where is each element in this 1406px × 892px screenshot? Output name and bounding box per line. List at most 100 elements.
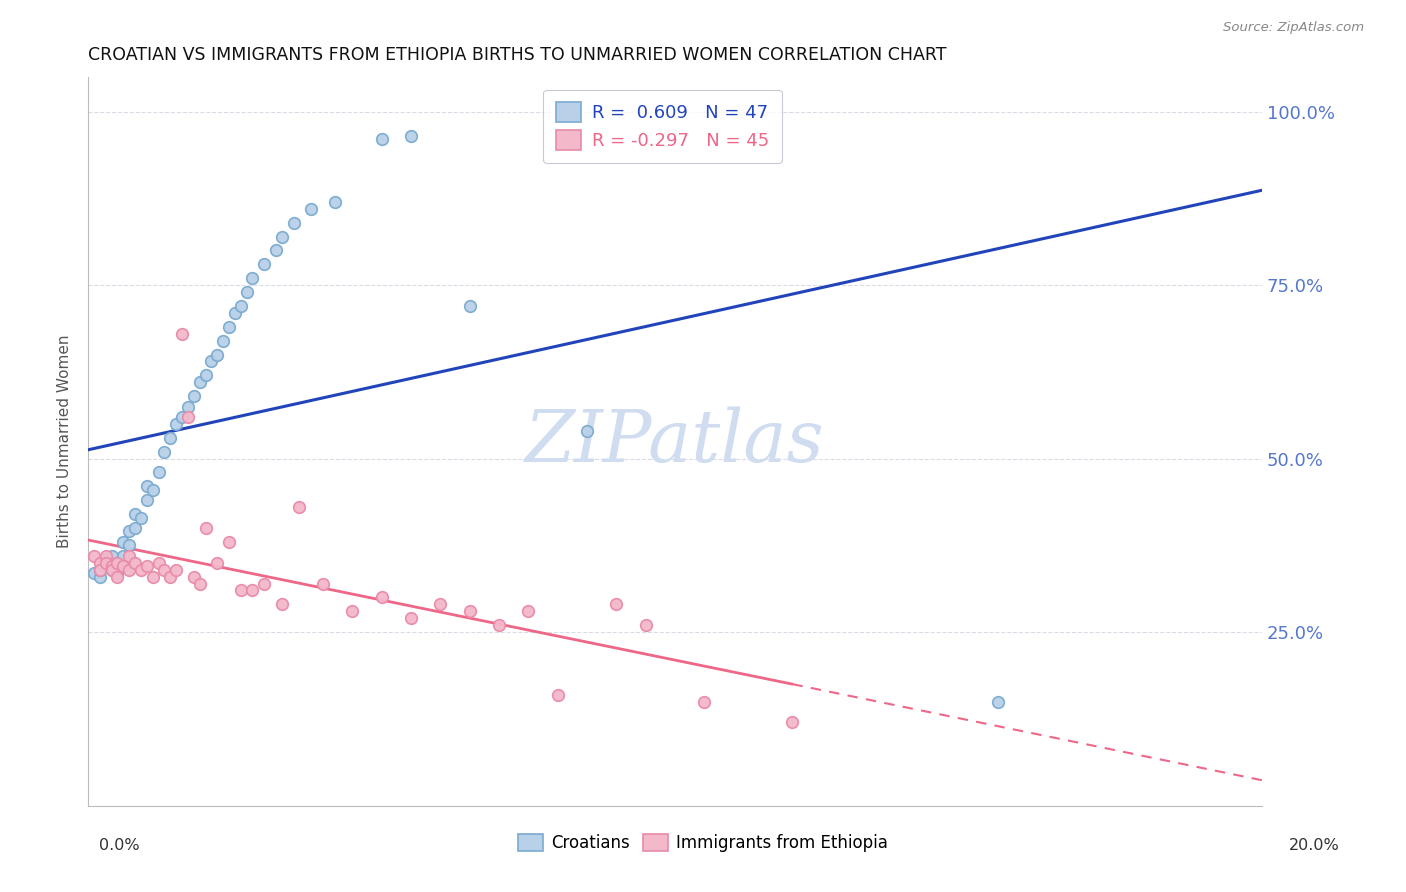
Point (107, 556, 129, 570)
Point (177, 409, 200, 424)
Point (135, 493, 157, 508)
Point (229, 583, 252, 598)
Point (118, 563, 141, 577)
Point (270, 229, 292, 244)
Text: Source: ZipAtlas.com: Source: ZipAtlas.com (1223, 21, 1364, 34)
Point (142, 569, 165, 583)
Point (89, 563, 111, 577)
Point (987, 694, 1010, 708)
Point (83, 549, 105, 563)
Point (89, 556, 111, 570)
Point (264, 244, 287, 258)
Text: 0.0%: 0.0% (100, 838, 139, 853)
Point (148, 556, 170, 570)
Point (212, 334, 235, 348)
Point (153, 563, 176, 577)
Point (200, 354, 222, 368)
Point (183, 569, 205, 583)
Point (488, 618, 510, 632)
Point (399, 611, 422, 625)
Point (288, 500, 311, 515)
Point (605, 598, 627, 612)
Y-axis label: Births to Unmarried Women: Births to Unmarried Women (58, 334, 72, 548)
Point (112, 549, 135, 563)
Point (148, 466, 170, 480)
Point (112, 559, 135, 574)
Point (107, 566, 129, 581)
Point (194, 521, 217, 535)
Point (159, 431, 181, 445)
Point (229, 299, 252, 313)
Point (112, 535, 135, 549)
Point (107, 556, 129, 570)
Point (124, 521, 146, 535)
Legend: Croatians, Immigrants from Ethiopia: Croatians, Immigrants from Ethiopia (510, 827, 896, 859)
Point (183, 389, 205, 403)
Point (94, 549, 117, 563)
Point (124, 556, 146, 570)
Point (142, 483, 165, 497)
Point (312, 576, 335, 591)
Point (342, 604, 364, 618)
Point (124, 507, 146, 521)
Point (135, 559, 157, 574)
Point (547, 688, 569, 702)
Point (270, 598, 292, 612)
Point (370, 591, 392, 605)
Point (253, 576, 276, 591)
Point (83, 566, 105, 581)
Point (458, 604, 481, 618)
Legend: R =  0.609   N = 47, R = -0.297   N = 45: R = 0.609 N = 47, R = -0.297 N = 45 (543, 89, 782, 162)
Point (218, 535, 240, 549)
Point (170, 409, 193, 424)
Point (517, 604, 540, 618)
Point (118, 524, 141, 539)
Point (242, 583, 264, 598)
Text: CROATIAN VS IMMIGRANTS FROM ETHIOPIA BIRTHS TO UNMARRIED WOMEN CORRELATION CHART: CROATIAN VS IMMIGRANTS FROM ETHIOPIA BIR… (89, 46, 946, 64)
Point (207, 556, 229, 570)
Point (170, 326, 193, 341)
Point (693, 694, 716, 708)
Point (118, 538, 141, 552)
Point (207, 347, 229, 361)
Point (782, 715, 804, 730)
Point (89, 563, 111, 577)
Point (575, 424, 598, 438)
Point (100, 549, 122, 563)
Point (235, 285, 257, 299)
Point (299, 202, 322, 216)
Point (283, 216, 305, 230)
Point (135, 479, 157, 493)
Point (100, 563, 122, 577)
Point (129, 510, 152, 524)
Point (165, 417, 187, 431)
Point (129, 563, 152, 577)
Point (159, 569, 181, 583)
Point (323, 194, 346, 209)
Point (100, 563, 122, 577)
Point (94, 552, 117, 566)
Point (118, 549, 141, 563)
Point (89, 569, 111, 583)
Point (634, 618, 657, 632)
Point (370, 132, 392, 146)
Point (194, 368, 217, 383)
Point (177, 400, 200, 414)
Point (458, 299, 481, 313)
Point (242, 271, 264, 285)
Point (429, 598, 451, 612)
Point (153, 444, 176, 458)
Point (94, 556, 117, 570)
Point (100, 559, 122, 574)
Point (253, 257, 276, 271)
Point (165, 563, 187, 577)
Point (188, 376, 211, 390)
Point (399, 128, 422, 143)
Text: 20.0%: 20.0% (1289, 838, 1340, 853)
Point (107, 569, 129, 583)
Text: ZIPatlas: ZIPatlas (526, 406, 825, 476)
Point (188, 576, 211, 591)
Point (94, 559, 117, 574)
Point (218, 319, 240, 334)
Point (224, 306, 246, 320)
